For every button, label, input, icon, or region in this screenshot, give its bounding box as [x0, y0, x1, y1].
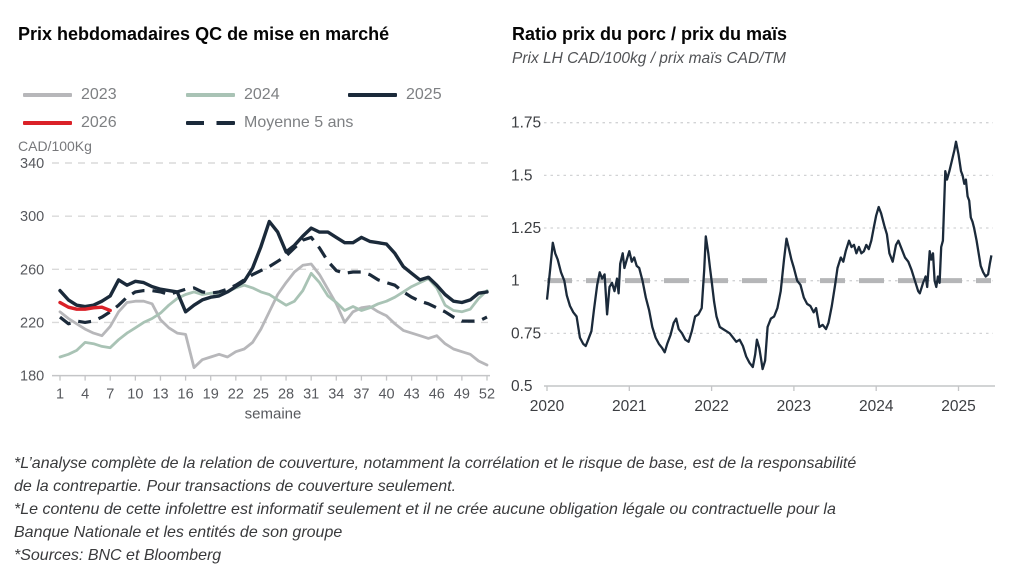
y-tick-label: 0.75 [511, 325, 541, 342]
x-tick-label: 2021 [612, 398, 646, 415]
y-tick-label: 1.5 [511, 167, 533, 184]
x-tick-label: 19 [203, 387, 219, 403]
y-tick-label: 260 [20, 262, 44, 278]
y-tick-label: 1.75 [511, 115, 541, 132]
legend-swatch [23, 93, 72, 97]
x-axis-title: semaine [245, 406, 302, 423]
x-tick-label: 28 [278, 387, 294, 403]
legend-item-2024: 2024 [186, 86, 348, 104]
y-tick-label: 340 [20, 156, 44, 172]
x-tick-label: 16 [178, 387, 194, 403]
x-tick-label: 46 [429, 387, 445, 403]
y-tick-label: 1.25 [511, 220, 541, 237]
footnote-line: Banque Nationale et les entités de son g… [14, 524, 343, 541]
right-chart-subtitle: Prix LH CAD/100kg / prix maïs CAD/TM [512, 50, 786, 67]
left-chart-title: Prix hebdomadaires QC de mise en marché [18, 24, 390, 44]
x-tick-label: 31 [303, 387, 319, 403]
legend-label: 2026 [81, 114, 117, 131]
x-tick-label: 2020 [530, 398, 565, 415]
legend-label: 2024 [244, 86, 280, 103]
footnote-line: *Sources: BNC et Bloomberg [14, 547, 222, 564]
series-2025 [58, 219, 489, 314]
x-tick-label: 25 [253, 387, 269, 403]
footnote-line: *L’analyse complète de la relation de co… [14, 455, 857, 472]
x-tick-label: 43 [404, 387, 420, 403]
y-tick-label: 300 [20, 209, 44, 225]
legend-swatch [23, 121, 72, 125]
legend-item-2023: 2023 [23, 86, 186, 104]
x-tick-label: 1 [56, 387, 64, 403]
y-tick-label: 0.5 [511, 378, 533, 395]
x-tick-label: 10 [127, 387, 143, 403]
x-tick-label: 13 [152, 387, 168, 403]
x-tick-label: 2024 [859, 398, 894, 415]
series-2024 [58, 271, 489, 359]
legend-label: 2025 [406, 86, 442, 103]
x-tick-label: 37 [353, 387, 369, 403]
legend-swatch [186, 121, 235, 125]
footnote-line: *Le contenu de cette infolettre est info… [14, 501, 836, 518]
x-tick-label: 40 [378, 387, 394, 403]
y-tick-label: 180 [20, 369, 44, 385]
weekly-price-chart-canvas: 340 300 260 220 180 1 4 7 10 13 16 19 22 25 28 31 34 37 40… [20, 156, 495, 423]
legend-item-moyenne-5-ans: Moyenne 5 ans [186, 114, 353, 132]
series-moyenne-5-ans [59, 235, 488, 326]
footnote-line: de la contrepartie. Pour transactions de… [14, 478, 457, 495]
y-axis-unit-label: CAD/100Kg [18, 138, 92, 154]
legend-swatch [186, 93, 235, 97]
x-tick-label: 52 [479, 387, 495, 403]
x-tick-label: 34 [328, 387, 344, 403]
legend-swatch [348, 93, 397, 97]
legend-label: 2023 [81, 86, 117, 103]
footnotes: *L’analyse complète de la relation de co… [14, 452, 856, 567]
x-tick-label: 2025 [941, 398, 975, 415]
y-tick-label: 1 [511, 273, 520, 290]
x-tick-label: 22 [228, 387, 244, 403]
right-chart-title: Ratio prix du porc / prix du maïs [512, 24, 788, 44]
x-tick-label: 7 [106, 387, 114, 403]
legend-item-2026: 2026 [23, 114, 186, 132]
x-tick-label: 49 [454, 387, 470, 403]
series-2026 [58, 300, 112, 313]
series-ratio [545, 140, 993, 371]
series-2023 [58, 262, 489, 370]
x-tick-label: 2023 [777, 398, 811, 415]
x-tick-label: 4 [81, 387, 89, 403]
x-tick-label: 2022 [694, 398, 728, 415]
ratio-chart-canvas: 1.75 1.5 1.25 1 0.75 0.5 2020 2021 2022 2023 2024 2… [511, 115, 995, 415]
legend-label: Moyenne 5 ans [244, 114, 354, 131]
y-tick-label: 220 [20, 315, 44, 331]
left-chart-legend: 2023 2024 2025 2026 Moyenne 5 ans [23, 86, 523, 132]
legend-item-2025: 2025 [348, 86, 523, 104]
